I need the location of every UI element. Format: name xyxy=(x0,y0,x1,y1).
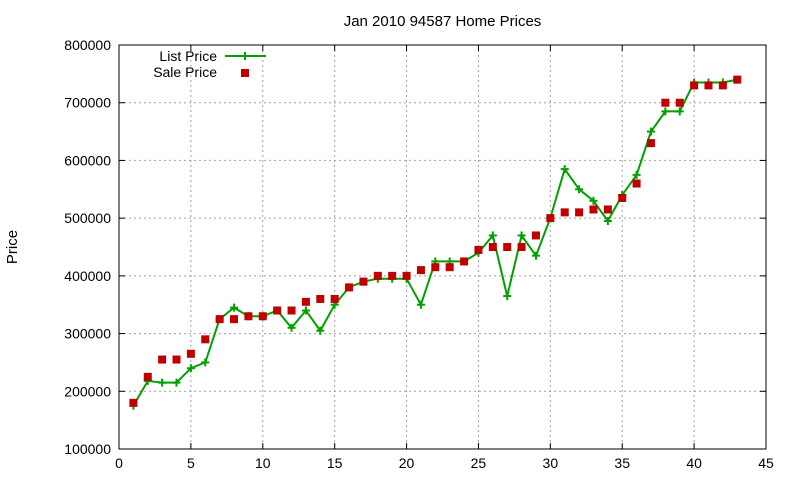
sale-price-point xyxy=(646,139,655,148)
sale-price-point xyxy=(301,297,310,306)
sale-price-point xyxy=(488,243,497,251)
list-price-series xyxy=(129,75,742,410)
y-tick-label: 100000 xyxy=(64,441,111,457)
sale-price-point xyxy=(416,266,425,275)
sale-price-point xyxy=(186,349,195,358)
sale-price-point xyxy=(129,398,138,407)
list-price-point xyxy=(201,358,210,367)
sale-price-point xyxy=(661,98,670,107)
list-price-point xyxy=(158,378,167,387)
list-price-point xyxy=(503,292,512,301)
list-price-point xyxy=(646,127,655,136)
x-tick-label: 5 xyxy=(187,455,195,471)
y-tick-label: 500000 xyxy=(64,210,111,226)
list-price-point xyxy=(186,364,195,373)
list-price-point xyxy=(589,196,598,205)
sale-price-point xyxy=(158,355,167,364)
sale-price-point xyxy=(474,245,483,254)
list-price-point xyxy=(301,306,310,315)
sale-price-point xyxy=(172,355,181,364)
sale-price-point xyxy=(201,335,210,344)
x-tick-label: 15 xyxy=(327,455,343,471)
x-tick-label: 20 xyxy=(399,455,415,471)
legend-label-sale-price: Sale Price xyxy=(153,64,217,80)
sale-price-point xyxy=(345,283,354,292)
y-tick-label: 700000 xyxy=(64,95,111,111)
x-tick-label: 45 xyxy=(758,455,774,471)
x-tick-label: 25 xyxy=(471,455,487,471)
sale-price-point xyxy=(675,98,684,107)
plot-frame xyxy=(118,44,767,450)
list-price-point xyxy=(230,303,239,312)
sale-price-point xyxy=(531,231,540,240)
list-price-point xyxy=(316,326,325,335)
legend-swatch-sale-price xyxy=(241,69,249,77)
x-tick-label: 10 xyxy=(255,455,271,471)
list-price-point xyxy=(661,107,670,116)
tick-layer: 0 5 10 15 20 25 30 35 40 45 100000 200000 300000 4000… xyxy=(64,37,774,471)
sale-price-point xyxy=(618,193,627,202)
list-price-point xyxy=(632,170,641,179)
sale-price-point xyxy=(517,243,526,251)
sale-price-point xyxy=(143,372,152,381)
sale-price-point xyxy=(704,81,713,90)
list-price-line xyxy=(132,78,738,407)
sale-price-point xyxy=(589,205,598,214)
sale-price-point xyxy=(718,81,727,90)
y-tick-label: 300000 xyxy=(64,326,111,342)
sale-price-point xyxy=(733,75,742,84)
sale-price-point xyxy=(373,271,382,280)
x-tick-label: 40 xyxy=(686,455,702,471)
chart-title: Jan 2010 94587 Home Prices xyxy=(344,13,542,30)
y-axis-label: Price xyxy=(4,230,21,264)
sale-price-point xyxy=(632,179,641,188)
list-price-point xyxy=(488,231,497,240)
sale-price-point xyxy=(445,263,454,272)
sale-price-point xyxy=(690,81,699,90)
sale-price-point xyxy=(215,315,224,324)
list-price-point xyxy=(172,378,181,387)
x-tick-label: 35 xyxy=(614,455,630,471)
x-tick-label: 30 xyxy=(543,455,559,471)
sale-price-point xyxy=(230,315,239,324)
sale-price-point xyxy=(431,263,440,272)
sale-price-point xyxy=(503,243,512,251)
grid-layer xyxy=(119,45,766,449)
list-price-point xyxy=(675,107,684,116)
sale-price-point xyxy=(546,214,555,223)
list-price-point xyxy=(517,231,526,240)
list-price-point xyxy=(603,217,612,226)
legend-marker-list-price xyxy=(241,52,249,60)
y-tick-label: 400000 xyxy=(64,268,111,284)
y-tick-label: 200000 xyxy=(64,383,111,399)
sale-price-point xyxy=(244,312,253,321)
x-tick-label: 0 xyxy=(115,455,123,471)
sale-price-point xyxy=(287,306,296,315)
sale-price-series xyxy=(129,75,742,407)
sale-price-point xyxy=(258,312,267,321)
series-layer xyxy=(129,75,742,410)
sale-price-point xyxy=(316,294,325,303)
sale-price-point xyxy=(460,257,469,266)
sale-price-point xyxy=(560,208,569,217)
y-tick-label: 800000 xyxy=(64,37,111,53)
list-price-point xyxy=(575,185,584,194)
sale-price-point xyxy=(359,277,368,286)
list-price-point xyxy=(287,323,296,332)
list-price-point xyxy=(416,300,425,309)
sale-price-point xyxy=(603,205,612,214)
sale-price-point xyxy=(273,306,282,315)
legend-label-list-price: List Price xyxy=(159,48,217,64)
sale-price-point xyxy=(402,271,411,280)
list-price-point xyxy=(560,165,569,174)
sale-price-point xyxy=(330,294,339,303)
y-tick-label: 600000 xyxy=(64,152,111,168)
list-price-point xyxy=(531,251,540,260)
sale-price-point xyxy=(575,208,584,217)
sale-price-point xyxy=(388,271,397,280)
